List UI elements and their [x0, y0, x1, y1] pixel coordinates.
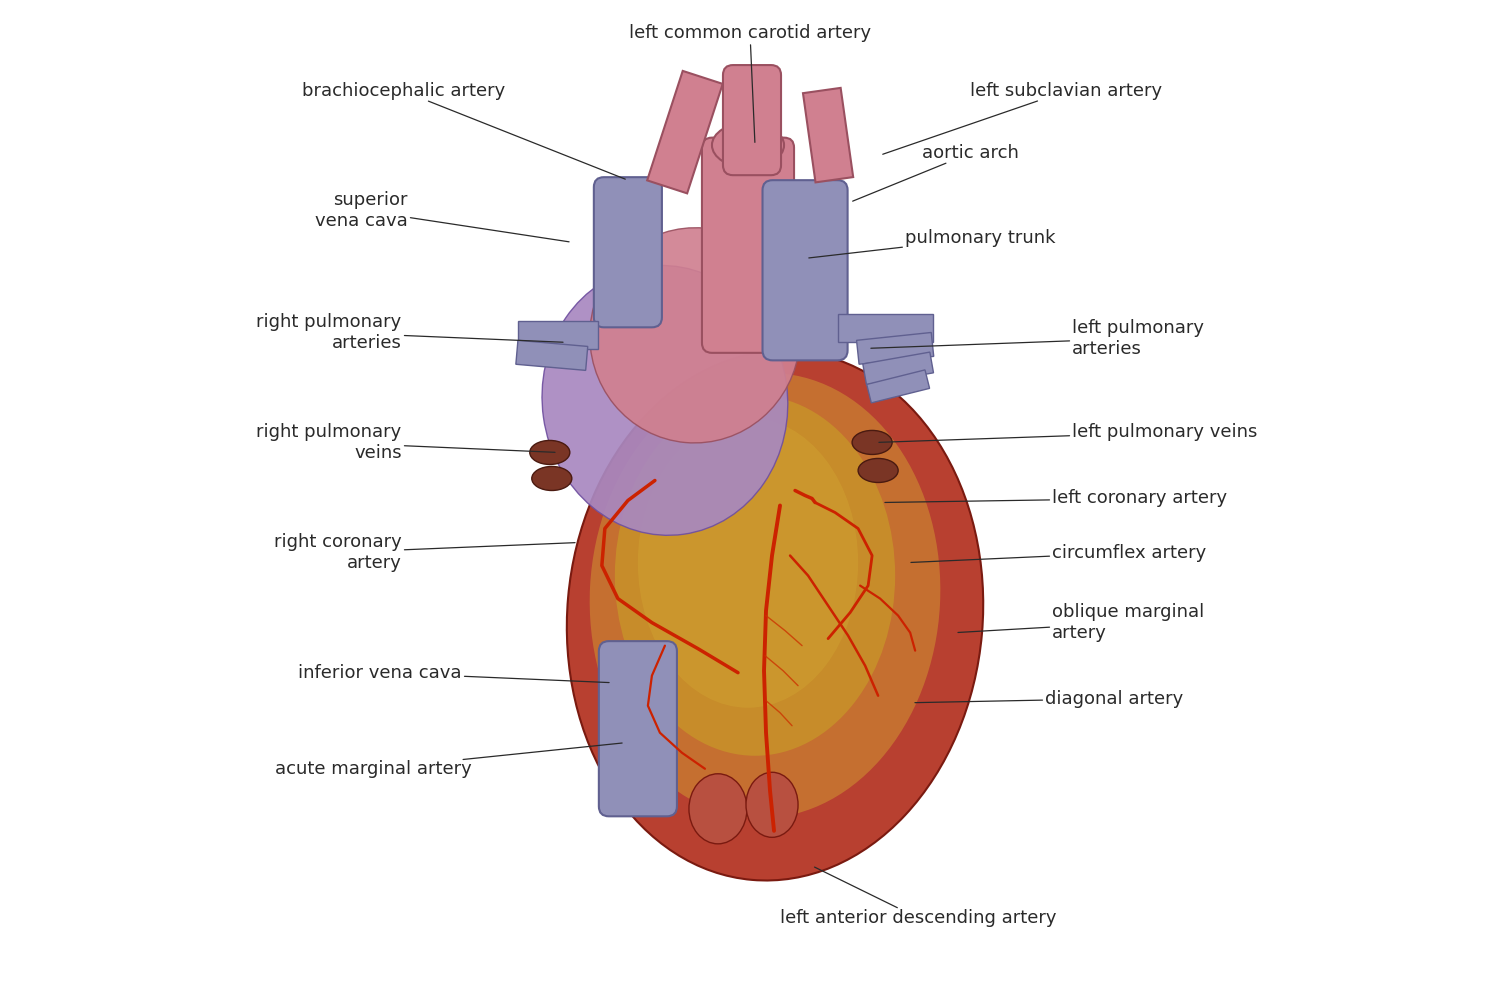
FancyBboxPatch shape: [702, 138, 794, 353]
Polygon shape: [802, 88, 853, 182]
Ellipse shape: [590, 373, 940, 818]
Text: pulmonary trunk: pulmonary trunk: [808, 229, 1056, 258]
Text: right coronary
artery: right coronary artery: [274, 534, 574, 572]
Text: left pulmonary veins: left pulmonary veins: [879, 423, 1257, 442]
Ellipse shape: [712, 122, 784, 167]
Polygon shape: [862, 352, 933, 384]
FancyBboxPatch shape: [598, 642, 676, 817]
Polygon shape: [516, 340, 588, 370]
Ellipse shape: [858, 458, 898, 482]
Ellipse shape: [852, 430, 892, 454]
Text: right pulmonary
veins: right pulmonary veins: [256, 423, 555, 461]
FancyBboxPatch shape: [594, 177, 662, 327]
Polygon shape: [856, 332, 933, 364]
Polygon shape: [837, 314, 933, 342]
Text: left pulmonary
arteries: left pulmonary arteries: [871, 319, 1204, 357]
Text: left subclavian artery: left subclavian artery: [884, 82, 1162, 154]
Ellipse shape: [615, 395, 896, 756]
Ellipse shape: [590, 228, 800, 442]
Text: right pulmonary
arteries: right pulmonary arteries: [256, 313, 562, 351]
Ellipse shape: [688, 774, 747, 844]
Ellipse shape: [530, 440, 570, 464]
Text: inferior vena cava: inferior vena cava: [298, 664, 609, 683]
Text: oblique marginal
artery: oblique marginal artery: [958, 604, 1204, 642]
Polygon shape: [646, 71, 723, 193]
Text: left anterior descending artery: left anterior descending artery: [780, 867, 1056, 927]
FancyBboxPatch shape: [723, 65, 782, 175]
Ellipse shape: [567, 350, 982, 881]
FancyBboxPatch shape: [762, 180, 847, 360]
Text: diagonal artery: diagonal artery: [915, 690, 1184, 708]
Text: brachiocephalic artery: brachiocephalic artery: [302, 82, 626, 179]
Polygon shape: [867, 370, 930, 402]
Text: left coronary artery: left coronary artery: [885, 489, 1227, 508]
Ellipse shape: [746, 773, 798, 837]
Polygon shape: [518, 321, 599, 349]
Text: superior
vena cava: superior vena cava: [315, 191, 568, 242]
Ellipse shape: [542, 265, 788, 536]
Text: acute marginal artery: acute marginal artery: [274, 743, 622, 778]
Text: left common carotid artery: left common carotid artery: [628, 24, 872, 142]
Text: aortic arch: aortic arch: [852, 144, 1018, 201]
Text: circumflex artery: circumflex artery: [910, 544, 1206, 563]
Ellipse shape: [638, 417, 858, 708]
Ellipse shape: [532, 466, 572, 490]
